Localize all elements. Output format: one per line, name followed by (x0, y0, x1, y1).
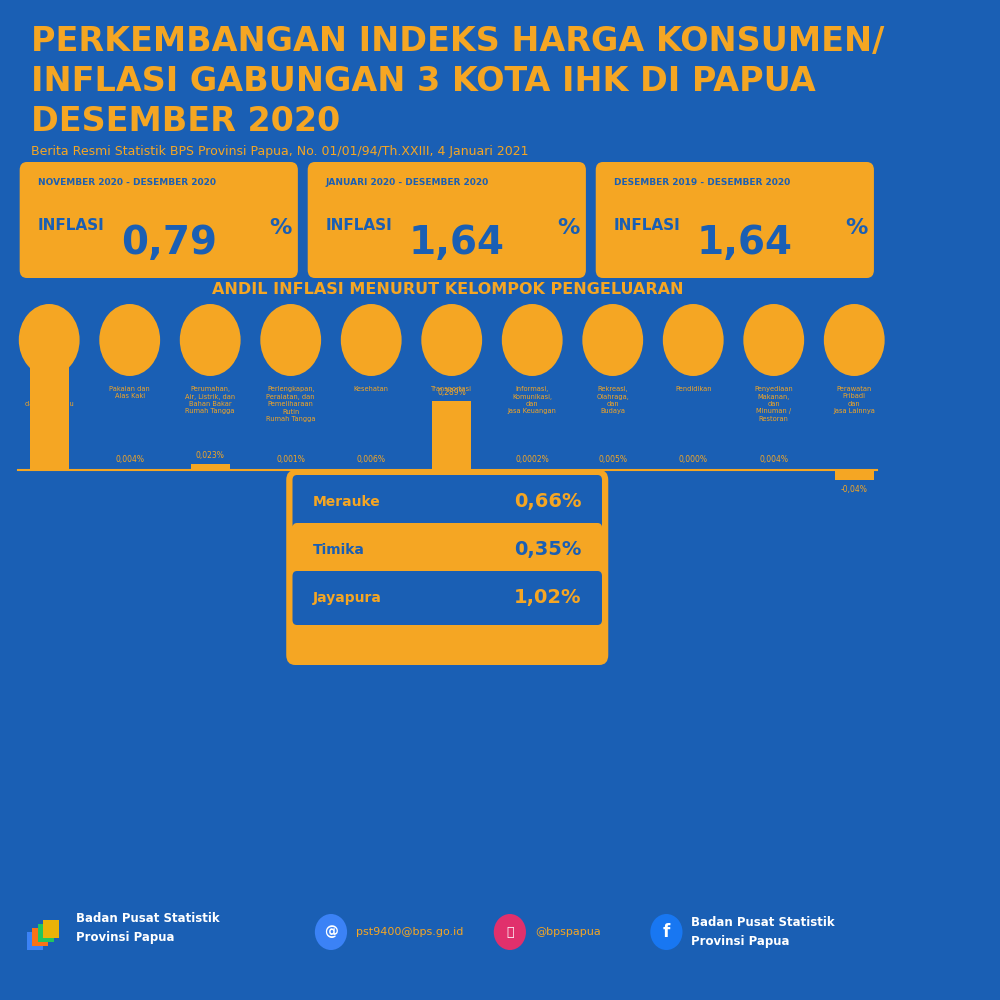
Text: NOVEMBER 2020 - DESEMBER 2020: NOVEMBER 2020 - DESEMBER 2020 (38, 178, 216, 187)
Bar (43, 920, 59, 938)
Ellipse shape (260, 304, 321, 376)
Text: Pakaian dan
Alas Kaki: Pakaian dan Alas Kaki (109, 386, 150, 399)
Text: ANDIL INFLASI MENURUT KELOMPOK PENGELUARAN: ANDIL INFLASI MENURUT KELOMPOK PENGELUAR… (212, 282, 683, 297)
Ellipse shape (341, 304, 402, 376)
Text: Perbandingan Inflasi: Perbandingan Inflasi (308, 488, 463, 501)
Text: Badan Pusat Statistik
Provinsi Papua: Badan Pusat Statistik Provinsi Papua (691, 916, 835, 948)
Ellipse shape (663, 304, 724, 376)
Text: Perumahan,
Air, Listrik, dan
Bahan Bakar
Rumah Tangga: Perumahan, Air, Listrik, dan Bahan Bakar… (185, 386, 235, 414)
Text: Makanan,
Minuman,
dan Tembakau: Makanan, Minuman, dan Tembakau (25, 386, 74, 407)
FancyBboxPatch shape (286, 470, 608, 665)
Text: Berita Resmi Statistik BPS Provinsi Papua, No. 01/01/94/Th.XXIII, 4 Januari 2021: Berita Resmi Statistik BPS Provinsi Papu… (31, 145, 529, 158)
Ellipse shape (824, 304, 885, 376)
Text: -0,04%: -0,04% (841, 485, 868, 494)
Ellipse shape (502, 304, 563, 376)
Ellipse shape (582, 304, 643, 376)
Bar (38, 924, 54, 942)
Text: INFLASI: INFLASI (326, 218, 392, 233)
Text: Informasi,
Komunikasi,
dan
Jasa Keuangan: Informasi, Komunikasi, dan Jasa Keuangan (508, 386, 557, 414)
Text: Transportasi: Transportasi (431, 386, 472, 392)
Bar (352, 469, 391, 470)
Text: 0,66%: 0,66% (514, 492, 581, 512)
Ellipse shape (19, 304, 80, 376)
Bar (593, 469, 632, 470)
Text: 0,001%: 0,001% (276, 455, 305, 464)
Text: %: % (557, 218, 580, 238)
Text: DESEMBER 2019 - DESEMBER 2020: DESEMBER 2019 - DESEMBER 2020 (614, 178, 790, 187)
FancyBboxPatch shape (596, 162, 874, 278)
Text: 0,289%: 0,289% (437, 388, 466, 397)
Text: 0,79: 0,79 (121, 224, 217, 262)
Text: DESEMBER 2020: DESEMBER 2020 (31, 105, 341, 138)
Text: 0,000%: 0,000% (679, 455, 708, 464)
Text: 0,35%: 0,35% (514, 540, 581, 560)
Text: Kesehatan: Kesehatan (354, 386, 389, 392)
Text: f: f (663, 923, 670, 941)
Bar (191, 464, 230, 470)
Ellipse shape (99, 304, 160, 376)
Text: 0,006%: 0,006% (357, 455, 386, 464)
Circle shape (315, 914, 347, 950)
FancyBboxPatch shape (293, 523, 602, 577)
Text: INFLASI GABUNGAN 3 KOTA IHK DI PAPUA: INFLASI GABUNGAN 3 KOTA IHK DI PAPUA (31, 65, 816, 98)
Text: Perlengkapan,
Peralatan, dan
Pemeliharaan
Rutin
Rumah Tangga: Perlengkapan, Peralatan, dan Pemeliharaa… (266, 386, 315, 422)
Ellipse shape (180, 304, 241, 376)
Circle shape (494, 914, 526, 950)
Ellipse shape (743, 304, 804, 376)
Text: 0,004%: 0,004% (115, 455, 144, 464)
FancyBboxPatch shape (20, 162, 298, 278)
Text: PERKEMBANGAN INDEKS HARGA KONSUMEN/: PERKEMBANGAN INDEKS HARGA KONSUMEN/ (31, 25, 885, 58)
Bar (432, 401, 471, 470)
Text: Perawatan
Pribadi
dan
Jasa Lainnya: Perawatan Pribadi dan Jasa Lainnya (833, 386, 875, 414)
Text: INFLASI: INFLASI (614, 218, 680, 233)
Text: Merauke: Merauke (313, 495, 381, 509)
Text: 0,0002%: 0,0002% (515, 455, 549, 464)
Text: Pendidikan: Pendidikan (675, 386, 711, 392)
Ellipse shape (421, 304, 482, 376)
Bar (30, 350, 69, 470)
Text: 1,02%: 1,02% (514, 588, 581, 607)
Text: 0,023%: 0,023% (196, 451, 225, 460)
Text: 0,005%: 0,005% (598, 455, 627, 464)
Text: 0,004%: 0,004% (759, 455, 788, 464)
Text: 1,64: 1,64 (697, 224, 793, 262)
FancyBboxPatch shape (293, 475, 602, 529)
Text: @bpspapua: @bpspapua (535, 927, 601, 937)
Text: pst9400@bps.go.id: pst9400@bps.go.id (356, 927, 463, 937)
Text: Jayapura: Jayapura (313, 591, 382, 605)
Text: 📷: 📷 (506, 926, 514, 938)
FancyBboxPatch shape (308, 162, 586, 278)
Circle shape (650, 914, 683, 950)
Text: @: @ (324, 925, 338, 939)
Text: INFLASI: INFLASI (38, 218, 104, 233)
Text: Penyediaan
Makanan,
dan
Minuman /
Restoran: Penyediaan Makanan, dan Minuman / Restor… (754, 386, 793, 422)
Text: Timika: Timika (313, 543, 365, 557)
Text: Rekreasi,
Olahraga,
dan
Budaya: Rekreasi, Olahraga, dan Budaya (596, 386, 629, 414)
Bar (32, 928, 48, 946)
Text: Badan Pusat Statistik
Provinsi Papua: Badan Pusat Statistik Provinsi Papua (76, 912, 220, 944)
FancyBboxPatch shape (293, 571, 602, 625)
Text: 0,500%: 0,500% (35, 337, 64, 346)
Text: %: % (269, 218, 292, 238)
Text: JANUARI 2020 - DESEMBER 2020: JANUARI 2020 - DESEMBER 2020 (326, 178, 489, 187)
Bar (835, 470, 874, 480)
Bar (27, 932, 43, 950)
Text: 1,64: 1,64 (409, 224, 505, 262)
Text: %: % (845, 218, 868, 238)
